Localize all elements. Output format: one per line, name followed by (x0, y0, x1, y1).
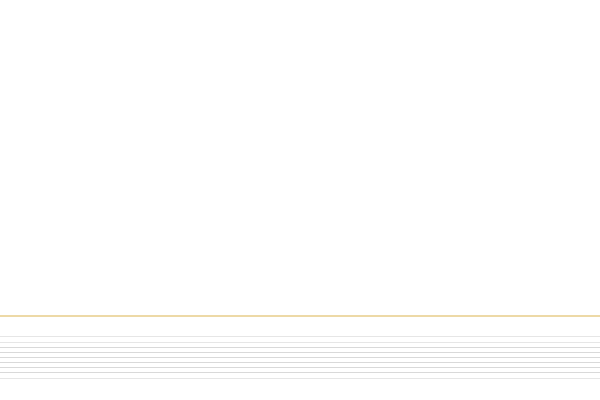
rule-line (0, 367, 600, 368)
rule-line (0, 378, 600, 379)
rule-line (0, 357, 600, 358)
rule-line (0, 342, 600, 343)
rule-line (0, 362, 600, 363)
rule-line (0, 336, 600, 337)
empty-content-area (0, 0, 600, 315)
rule-line (0, 372, 600, 373)
rule-line (0, 347, 600, 348)
accent-divider (0, 315, 600, 317)
rule-line (0, 352, 600, 353)
